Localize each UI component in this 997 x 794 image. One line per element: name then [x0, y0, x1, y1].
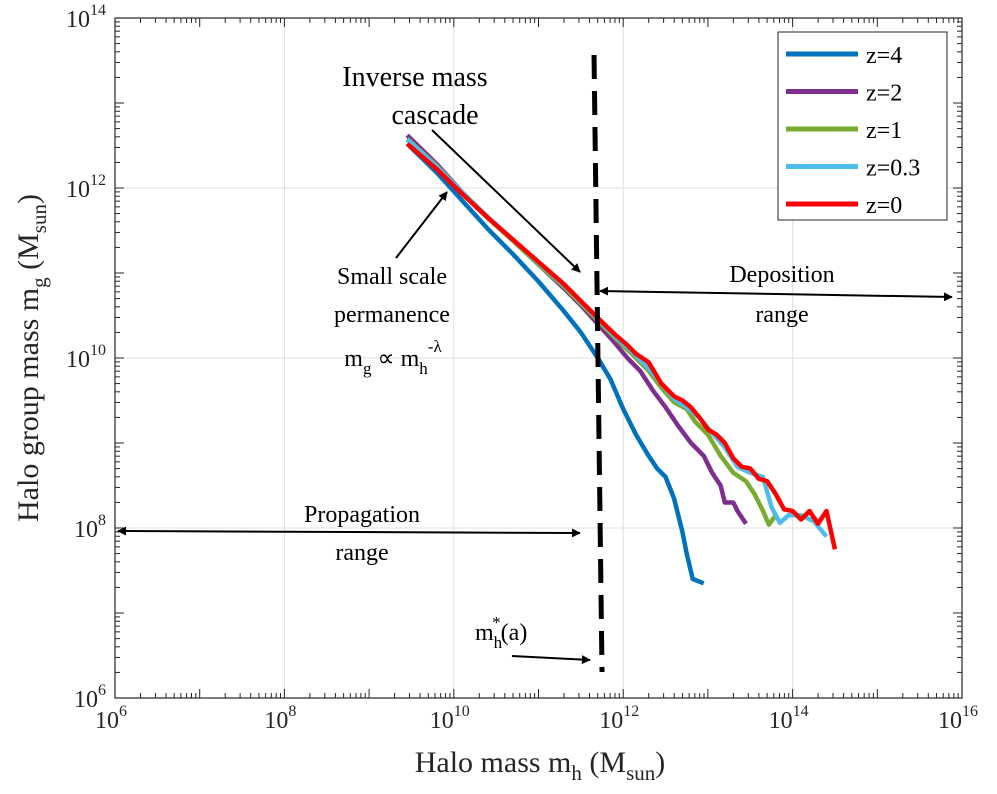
- critical-mass-line: [591, 54, 605, 673]
- deposition-arrow: [599, 286, 953, 302]
- small-scale-line1: Small scale: [337, 264, 447, 290]
- minor-ticks: [114, 18, 962, 699]
- series-line-z4: [405, 142, 705, 586]
- propagation-line1: Propagation: [304, 502, 420, 528]
- deposition-line1: Deposition: [729, 262, 834, 288]
- annotation-critical-mass: mh*(a): [475, 613, 591, 665]
- y-axis-label: Halo group mass mg (Msun): [12, 194, 51, 522]
- x-tick-label: 106: [95, 703, 127, 734]
- y-tick-label: 1010: [66, 342, 106, 373]
- y-tick-label: 108: [74, 512, 106, 543]
- legend-label: z=0: [866, 193, 902, 219]
- legend-box: [777, 31, 948, 221]
- small-scale-line2: permanence: [334, 302, 450, 328]
- critical-mass-label: mh*(a): [475, 613, 527, 652]
- x-axis-label: Halo mass mh (Msun): [415, 746, 666, 785]
- propagation-line2: range: [335, 540, 388, 566]
- y-tick-label: 1012: [66, 172, 106, 203]
- x-tick-label: 1014: [769, 703, 809, 734]
- tick-labels: 106 108 1010 1012 1014 1016 106 108 1010 1012 1014: [66, 2, 978, 734]
- annotation-deposition-range: Deposition range: [599, 262, 953, 328]
- inverse-mass-line1: Inverse mass: [342, 62, 487, 93]
- inverse-mass-line2: cascade: [391, 100, 478, 131]
- critical-mass-arrow: [511, 655, 591, 665]
- series-line-z0: [405, 142, 838, 550]
- y-tick-label: 106: [74, 682, 106, 713]
- small-scale-relation: mg ∝ mh-λ: [344, 337, 442, 378]
- legend-label: z=4: [866, 43, 902, 69]
- inverse-mass-arrow: [431, 129, 581, 273]
- legend-label: z=2: [866, 81, 902, 107]
- legend-label: z=1: [866, 118, 902, 144]
- y-tick-label: 1014: [66, 2, 106, 33]
- legend: z=4 z=2 z=1 z=0.3 z=0: [777, 31, 948, 221]
- propagation-arrow: [117, 526, 581, 538]
- small-scale-arrow: [395, 191, 448, 259]
- x-tick-label: 1012: [599, 703, 639, 734]
- series-layer: [405, 133, 838, 586]
- deposition-line2: range: [755, 302, 808, 328]
- legend-label: z=0.3: [866, 156, 920, 182]
- vline-layer: [591, 54, 605, 673]
- annotation-inverse-mass-cascade: Inverse mass cascade: [342, 62, 581, 273]
- plot-frame: [114, 17, 963, 699]
- x-tick-label: 1016: [938, 703, 978, 734]
- x-tick-label: 1010: [430, 703, 470, 734]
- annotation-propagation-range: Propagation range: [117, 502, 581, 566]
- x-tick-label: 108: [264, 703, 296, 734]
- annotation-small-scale-permanence: Small scale permanence mg ∝ mh-λ: [334, 191, 450, 378]
